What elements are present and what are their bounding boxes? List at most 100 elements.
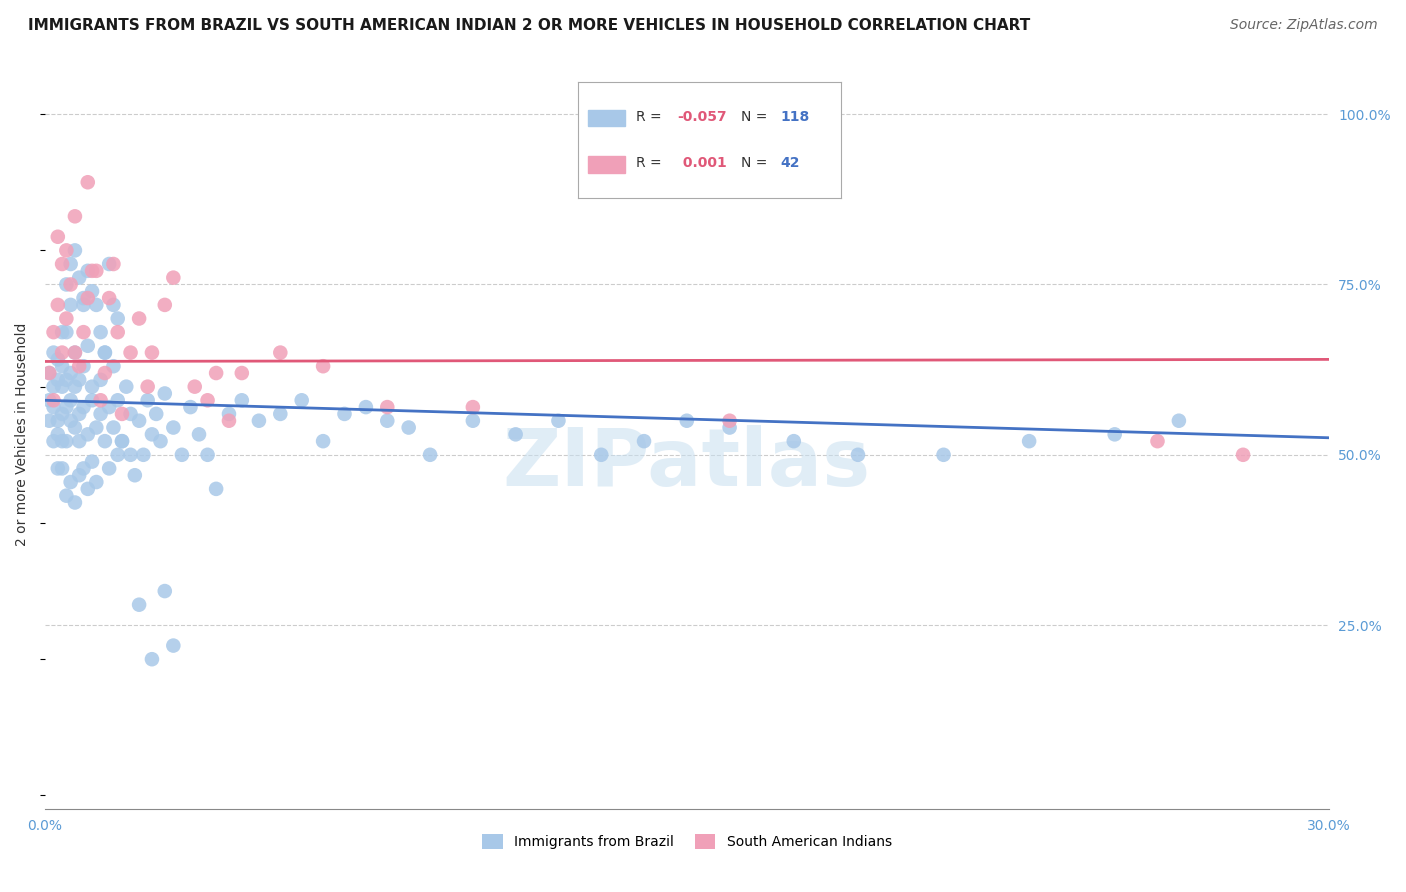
Point: [111, 434, 134, 449]
Point: [86, 264, 108, 278]
Point: [63, 379, 86, 393]
Point: [46, 427, 69, 442]
Point: [136, 379, 159, 393]
Point: [107, 393, 129, 408]
Point: [46, 461, 69, 475]
Point: [103, 420, 125, 434]
Point: [51, 257, 73, 271]
Point: [205, 482, 228, 496]
Point: [55, 311, 77, 326]
Point: [505, 427, 527, 442]
Point: [103, 359, 125, 374]
Point: [1146, 434, 1168, 449]
Point: [1104, 427, 1126, 442]
Point: [1018, 434, 1040, 449]
Point: [51, 345, 73, 359]
Point: [38, 414, 60, 428]
Point: [675, 414, 697, 428]
Point: [67, 468, 90, 483]
Point: [153, 584, 176, 599]
Point: [55, 244, 77, 258]
Point: [103, 298, 125, 312]
Point: [375, 400, 398, 414]
Point: [398, 420, 420, 434]
Text: IMMIGRANTS FROM BRAZIL VS SOUTH AMERICAN INDIAN 2 OR MORE VEHICLES IN HOUSEHOLD : IMMIGRANTS FROM BRAZIL VS SOUTH AMERICAN…: [28, 18, 1031, 33]
Point: [51, 461, 73, 475]
Point: [162, 420, 184, 434]
Point: [333, 407, 356, 421]
Point: [38, 393, 60, 408]
Text: Source: ZipAtlas.com: Source: ZipAtlas.com: [1230, 18, 1378, 32]
Point: [86, 298, 108, 312]
Point: [132, 448, 155, 462]
Point: [90, 393, 112, 408]
Point: [72, 359, 94, 374]
Point: [55, 400, 77, 414]
Point: [179, 400, 201, 414]
Point: [59, 277, 82, 292]
Point: [128, 414, 150, 428]
Point: [170, 448, 193, 462]
Point: [718, 420, 741, 434]
Point: [42, 434, 65, 449]
Text: ZIPatlas: ZIPatlas: [503, 425, 870, 503]
Point: [46, 298, 69, 312]
Point: [90, 325, 112, 339]
Point: [188, 427, 211, 442]
Point: [59, 366, 82, 380]
Point: [63, 495, 86, 509]
Point: [197, 448, 219, 462]
Point: [103, 257, 125, 271]
Point: [115, 379, 138, 393]
Point: [291, 393, 314, 408]
Point: [205, 366, 228, 380]
Point: [42, 345, 65, 359]
Point: [63, 210, 86, 224]
Point: [72, 291, 94, 305]
Point: [59, 257, 82, 271]
Point: [128, 598, 150, 612]
Point: [1232, 448, 1254, 462]
Point: [149, 434, 172, 449]
Point: [86, 420, 108, 434]
Point: [107, 325, 129, 339]
Point: [90, 407, 112, 421]
Point: [63, 345, 86, 359]
Point: [42, 325, 65, 339]
Point: [67, 373, 90, 387]
Point: [76, 339, 98, 353]
Point: [46, 414, 69, 428]
Point: [51, 407, 73, 421]
Point: [231, 393, 253, 408]
Point: [98, 400, 121, 414]
Point: [197, 393, 219, 408]
Point: [72, 325, 94, 339]
Point: [375, 414, 398, 428]
Y-axis label: 2 or more Vehicles in Household: 2 or more Vehicles in Household: [15, 323, 30, 546]
Point: [218, 414, 240, 428]
Point: [76, 482, 98, 496]
Point: [46, 229, 69, 244]
Legend: Immigrants from Brazil, South American Indians: Immigrants from Brazil, South American I…: [477, 829, 897, 855]
Point: [94, 366, 117, 380]
Point: [67, 359, 90, 374]
Point: [231, 366, 253, 380]
Point: [141, 427, 163, 442]
Point: [120, 345, 142, 359]
Point: [591, 448, 613, 462]
Point: [247, 414, 270, 428]
Point: [153, 386, 176, 401]
Point: [218, 407, 240, 421]
Point: [55, 373, 77, 387]
Point: [76, 291, 98, 305]
Point: [94, 345, 117, 359]
Point: [94, 434, 117, 449]
Point: [312, 434, 335, 449]
Point: [55, 434, 77, 449]
Point: [846, 448, 869, 462]
Point: [98, 257, 121, 271]
Point: [46, 373, 69, 387]
Point: [128, 311, 150, 326]
Point: [80, 379, 103, 393]
Point: [51, 325, 73, 339]
